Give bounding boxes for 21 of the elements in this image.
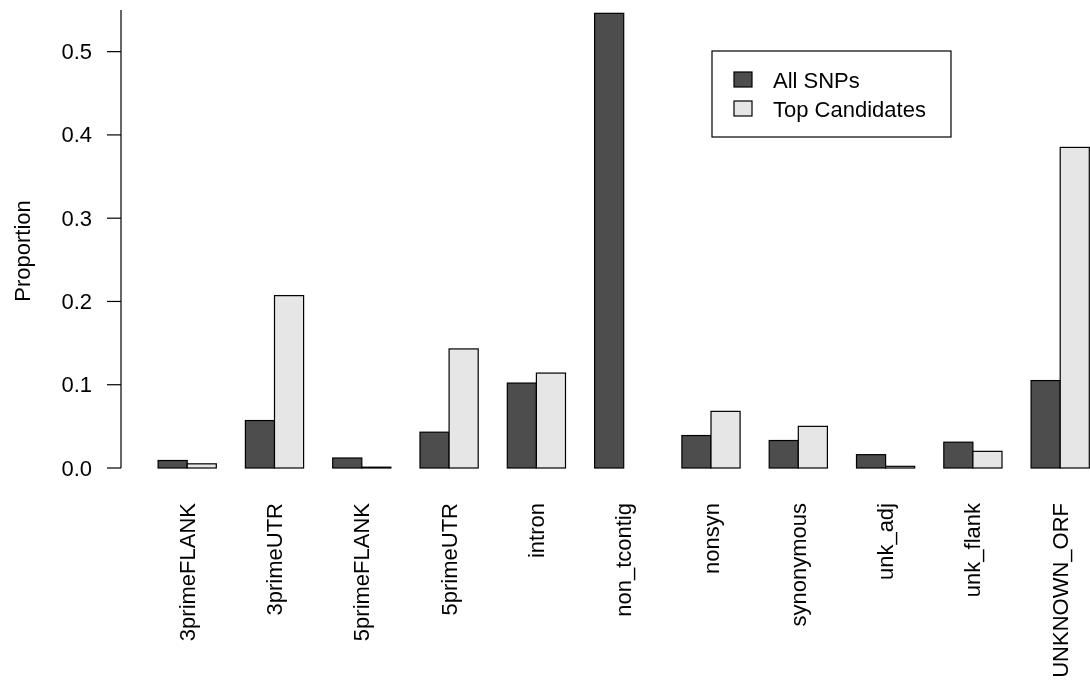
legend-label: Top Candidates [773,96,926,122]
x-tick-label: synonymous [785,503,811,627]
y-tick-label: 0.2 [61,288,92,314]
x-tick-label: 5primeFLANK [349,502,375,642]
y-tick-label: 0.4 [61,122,92,148]
x-tick-label: unk_flank [960,502,986,598]
legend-label: All SNPs [773,67,860,93]
x-tick-label: nonsyn [698,503,724,574]
x-tick-label: UNKNOWN_ORF [1047,503,1073,678]
y-axis-title: Proportion [9,200,35,302]
bar [594,12,625,469]
x-tick-label: 3primeFLANK [174,502,200,642]
y-tick-label: 0.1 [61,372,92,398]
y-tick-label: 0.0 [61,455,92,481]
x-tick-label: non_tcontig [611,503,637,617]
x-tick-label: 3primeUTR [262,503,287,616]
y-tick-label: 0.5 [61,39,92,65]
y-tick-label: 0.3 [61,205,92,231]
x-tick-label: unk_adj [873,503,899,581]
x-tick-label: 5primeUTR [436,503,462,616]
x-tick-label: intron [523,503,549,559]
